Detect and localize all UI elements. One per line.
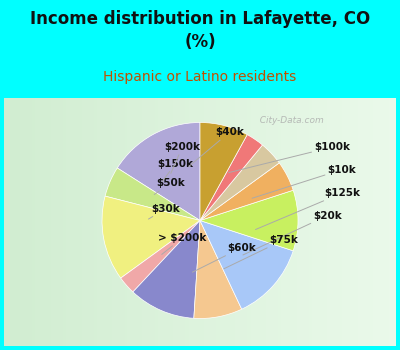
Text: $30k: $30k	[148, 204, 180, 219]
Text: $200k: $200k	[164, 142, 200, 173]
Text: Income distribution in Lafayette, CO
(%): Income distribution in Lafayette, CO (%)	[30, 10, 370, 51]
Text: $10k: $10k	[252, 164, 356, 198]
Text: $150k: $150k	[158, 159, 194, 181]
Text: > $200k: > $200k	[158, 233, 206, 254]
Wedge shape	[121, 220, 200, 292]
Text: City-Data.com: City-Data.com	[254, 116, 324, 125]
Wedge shape	[117, 122, 200, 220]
Wedge shape	[200, 220, 293, 309]
Text: Hispanic or Latino residents: Hispanic or Latino residents	[103, 70, 297, 84]
Wedge shape	[200, 122, 247, 220]
Text: $20k: $20k	[243, 211, 342, 255]
Text: $40k: $40k	[189, 127, 244, 167]
Wedge shape	[102, 196, 200, 278]
Wedge shape	[200, 163, 293, 220]
Text: $60k: $60k	[192, 243, 256, 272]
Wedge shape	[200, 145, 279, 220]
Text: $100k: $100k	[229, 142, 350, 173]
Text: $50k: $50k	[154, 178, 185, 195]
Text: $75k: $75k	[224, 235, 298, 269]
Wedge shape	[105, 168, 200, 220]
Wedge shape	[133, 220, 200, 318]
Wedge shape	[200, 135, 262, 220]
Text: $125k: $125k	[256, 188, 360, 230]
Wedge shape	[194, 220, 242, 318]
Wedge shape	[200, 190, 298, 251]
